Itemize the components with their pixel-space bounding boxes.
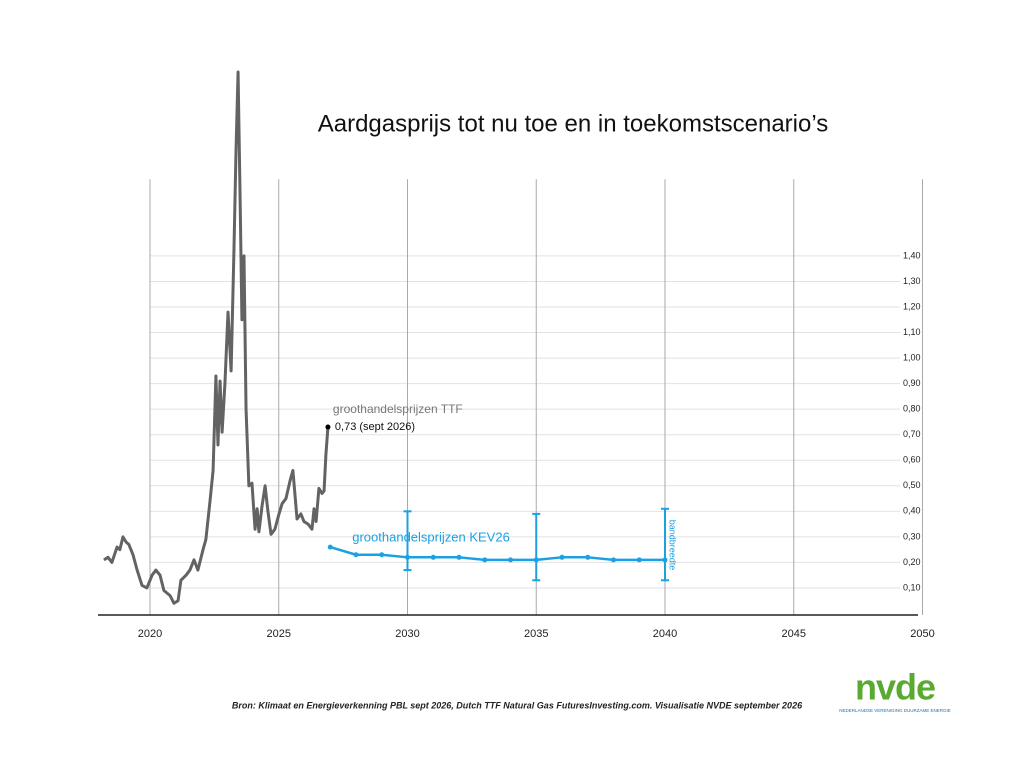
point <box>379 552 385 558</box>
y-tick-label: 1,10 <box>903 327 921 337</box>
y-tick-label: 0,70 <box>903 429 921 439</box>
y-tick-label: 0,20 <box>903 557 921 567</box>
series-label: groothandelsprijzen TTF <box>333 402 463 416</box>
point <box>585 554 591 560</box>
point <box>636 557 642 563</box>
y-tick-label: 0,90 <box>903 378 921 388</box>
y-tick-label: 1,20 <box>903 301 921 311</box>
x-tick-label: 2020 <box>138 628 162 640</box>
x-tick-label: 2025 <box>267 628 291 640</box>
y-tick-label: 1,30 <box>903 276 921 286</box>
point <box>430 554 436 560</box>
point <box>611 557 616 563</box>
source-note: Bron: Klimaat en Energieverkenning PBL s… <box>232 700 803 710</box>
y-tick-label: 0,50 <box>903 480 921 490</box>
endpoint <box>325 424 331 430</box>
y-tick-label: 0,40 <box>903 506 921 516</box>
endpoint-label: 0,73 (sept 2026) <box>335 421 415 433</box>
point <box>456 554 462 560</box>
x-tick-label: 2035 <box>524 628 548 640</box>
x-tick-label: 2050 <box>910 628 934 640</box>
point <box>559 554 565 560</box>
y-tick-label: 0,30 <box>903 531 921 541</box>
y-tick-label: 0,60 <box>903 455 921 465</box>
y-tick-label: 1,40 <box>903 250 921 260</box>
logo: nvde <box>855 667 935 708</box>
y-tick-label: 0,80 <box>903 404 921 414</box>
point <box>353 552 359 558</box>
y-tick-label: 1,00 <box>903 352 921 362</box>
point <box>327 544 333 550</box>
x-tick-label: 2030 <box>395 628 419 640</box>
line <box>103 70 330 605</box>
series-label: groothandelsprijzen KEV26 <box>352 529 510 544</box>
band-label: bandbreedte <box>668 520 678 571</box>
point <box>508 557 513 563</box>
x-tick-label: 2040 <box>653 628 677 640</box>
x-tick-label: 2045 <box>782 628 806 640</box>
logo-subtitle: NEDERLANDSE VERENIGING DUURZAME ENERGIE <box>839 708 951 713</box>
y-tick-label: 0,10 <box>903 582 921 592</box>
point <box>482 557 488 563</box>
line <box>329 545 665 562</box>
chart-title: Aardgasprijs tot nu toe en in toekomstsc… <box>318 110 829 137</box>
